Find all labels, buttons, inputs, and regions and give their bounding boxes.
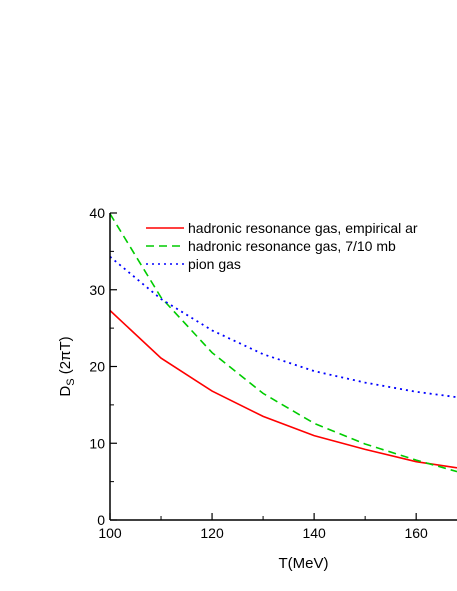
x-tick-label: 100: [98, 525, 122, 541]
x-axis-title: T(MeV): [279, 555, 329, 572]
legend-label-1: hadronic resonance gas, empirical ar: [188, 220, 418, 236]
series-line-2: [109, 213, 457, 473]
x-tick-label: 140: [302, 525, 326, 541]
y-tick-label: 30: [89, 282, 105, 298]
series-line-3: [109, 256, 457, 399]
y-axis-title: DS (2πT): [57, 336, 77, 396]
series-line-1: [109, 309, 457, 469]
legend-label-2: hadronic resonance gas, 7/10 mb: [188, 238, 396, 254]
y-axis-title-subscript: S: [65, 378, 77, 385]
y-tick-label: 10: [89, 435, 105, 451]
y-tick-label: 40: [89, 205, 105, 221]
legend: hadronic resonance gas, empirical ar hadr…: [146, 220, 418, 272]
y-axis-title-main: D: [57, 386, 74, 397]
y-tick-label: 20: [89, 359, 105, 375]
y-axis-title-rest: (2πT): [57, 336, 74, 378]
axes-layer: 100 120 140 160 0 10 20 30 40: [89, 205, 457, 541]
x-tick-label: 120: [200, 525, 224, 541]
legend-label-3: pion gas: [188, 256, 241, 272]
x-tick-label: 160: [404, 525, 428, 541]
series-layer: [109, 213, 457, 473]
y-tick-label: 0: [97, 512, 105, 528]
